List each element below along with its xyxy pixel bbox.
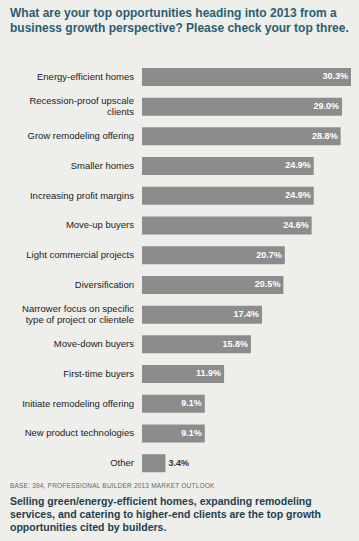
svg-text:First-time buyers: First-time buyers	[63, 368, 134, 379]
html-text:BASE: 394, PROFESSIONAL BUILDE: BASE: 394, PROFESSIONAL BUILDER 2013 MAR…	[10, 482, 215, 489]
svg-text:Other: Other	[110, 457, 134, 468]
svg-text:17.4%: 17.4%	[233, 309, 259, 319]
svg-text:24.9%: 24.9%	[285, 160, 311, 170]
svg-text:New product technologies: New product technologies	[25, 427, 135, 438]
svg-text:30.3%: 30.3%	[322, 71, 348, 81]
svg-text:Increasing profit margins: Increasing profit margins	[30, 189, 134, 200]
svg-text:24.9%: 24.9%	[285, 190, 311, 200]
svg-text:Move-down buyers: Move-down buyers	[54, 338, 135, 349]
svg-text:Smaller homes: Smaller homes	[71, 160, 135, 171]
svg-text:3.4%: 3.4%	[168, 458, 189, 468]
svg-text:20.5%: 20.5%	[255, 279, 281, 289]
svg-text:28.8%: 28.8%	[312, 131, 338, 141]
svg-text:24.6%: 24.6%	[283, 220, 309, 230]
svg-text:Light commercial projects: Light commercial projects	[26, 249, 134, 260]
svg-text:Diversification: Diversification	[75, 278, 134, 289]
svg-text:11.9%: 11.9%	[196, 368, 221, 378]
svg-text:Grow remodeling offering: Grow remodeling offering	[28, 130, 135, 141]
svg-text:9.1%: 9.1%	[181, 428, 202, 438]
svg-text:Move-up buyers: Move-up buyers	[66, 219, 134, 230]
svg-text:Recession-proof upscaleclients: Recession-proof upscaleclients	[29, 95, 134, 117]
svg-text:Narrower focus on specifictype: Narrower focus on specifictype of projec…	[22, 303, 134, 325]
html-text:Selling green/energy-efficient: Selling green/energy-efficient homes, ex…	[10, 495, 321, 533]
html-text:What are your top opportunitie: What are your top opportunities heading …	[10, 6, 349, 35]
svg-text:15.8%: 15.8%	[222, 339, 248, 349]
svg-text:Energy-efficient homes: Energy-efficient homes	[37, 70, 134, 81]
svg-text:29.0%: 29.0%	[314, 101, 340, 111]
svg-text:9.1%: 9.1%	[181, 398, 202, 408]
svg-text:20.7%: 20.7%	[256, 250, 282, 260]
svg-text:Initiate remodeling offering: Initiate remodeling offering	[22, 397, 134, 408]
